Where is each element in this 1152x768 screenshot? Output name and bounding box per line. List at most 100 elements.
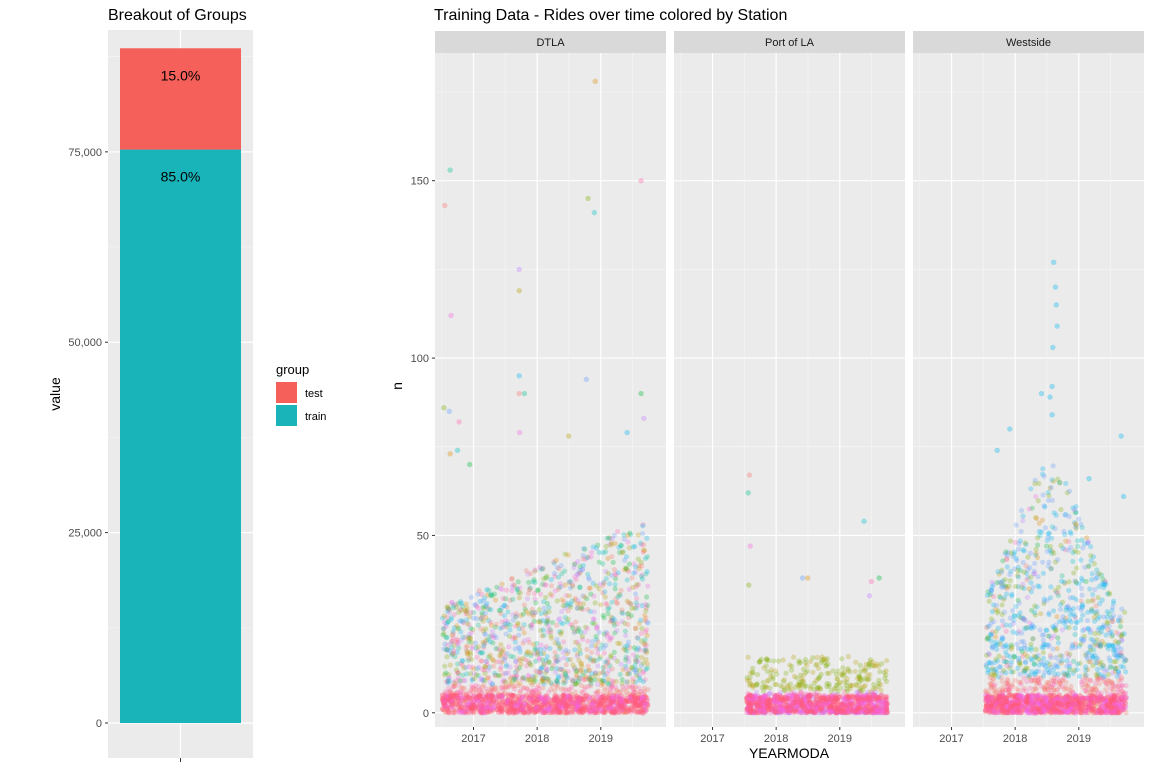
scatter-point [528, 696, 534, 702]
scatter-point [1075, 543, 1081, 550]
scatter-point [497, 701, 504, 708]
scatter-point [531, 618, 537, 624]
scatter-point [1062, 618, 1068, 624]
scatter-point [1107, 658, 1113, 664]
legend-label-test: test [305, 388, 323, 400]
scatter-point [877, 695, 884, 701]
scatter-point [557, 695, 563, 701]
scatter-point [1042, 662, 1048, 668]
scatter-point [616, 694, 622, 700]
scatter-point [543, 643, 550, 650]
scatter-point [578, 689, 585, 695]
scatter-point [644, 665, 650, 671]
scatter-point [1066, 587, 1072, 593]
scatter-point [520, 675, 526, 681]
scatter-point [605, 657, 611, 663]
scatter-point [884, 657, 890, 664]
scatter-point [577, 694, 584, 700]
scatter-point [452, 680, 458, 686]
scatter-point [515, 589, 522, 596]
scatter-point [510, 705, 516, 711]
scatter-point [763, 692, 769, 699]
scatter-point [492, 670, 498, 676]
scatter-point [484, 701, 491, 707]
scatter-point [466, 631, 472, 638]
scatter-point [615, 705, 621, 711]
scatter-point [545, 678, 551, 684]
scatter-point [609, 572, 615, 579]
scatter-point [473, 687, 480, 693]
scatter-point [525, 571, 531, 577]
scatter-point [488, 592, 494, 599]
scatter-point [516, 665, 523, 671]
scatter-point-outlier [876, 575, 882, 581]
scatter-point [879, 661, 885, 667]
scatter-point [539, 664, 545, 670]
scatter-point [472, 602, 478, 608]
scatter-point [640, 668, 646, 675]
scatter-point [1032, 477, 1038, 483]
scatter-point [526, 611, 532, 617]
scatter-point [574, 625, 580, 631]
scatter-point [510, 678, 516, 684]
facet-panel-background [674, 53, 905, 727]
scatter-point [574, 605, 581, 611]
scatter-point [554, 710, 561, 716]
scatter-point [487, 652, 493, 658]
scatter-point [589, 701, 596, 708]
scatter-point [630, 584, 636, 590]
scatter-point [622, 567, 628, 573]
scatter-point [504, 691, 511, 697]
scatter-point [574, 651, 581, 657]
facet-strip-label: Port of LA [765, 37, 815, 49]
scatter-point [636, 672, 643, 678]
scatter-point [483, 602, 490, 609]
scatter-point [528, 610, 535, 616]
scatter-point [458, 709, 464, 716]
scatter-point [990, 602, 997, 608]
scatter-point [559, 699, 566, 706]
scatter-point [1038, 611, 1044, 617]
scatter-point [1059, 573, 1065, 579]
scatter-point [794, 703, 801, 710]
scatter-point [480, 604, 486, 610]
scatter-point [517, 649, 523, 655]
scatter-point [593, 633, 599, 640]
scatter-point [631, 667, 637, 673]
scatter-point [1057, 606, 1064, 612]
scatter-point [497, 653, 503, 659]
scatter-point [567, 691, 573, 697]
scatter-point [643, 645, 649, 652]
scatter-point [554, 701, 560, 707]
scatter-point [599, 669, 606, 675]
scatter-point [616, 689, 622, 695]
scatter-point [485, 699, 491, 706]
scatter-point [494, 584, 500, 590]
scatter-point [542, 700, 548, 706]
scatter-point [562, 690, 568, 697]
scatter-point [529, 689, 535, 695]
scatter-point [525, 710, 531, 716]
scatter-point [640, 707, 646, 713]
scatter-point [773, 681, 779, 688]
scatter-point [531, 590, 538, 596]
scatter-point [526, 706, 533, 712]
scatter-point [464, 648, 470, 654]
scatter-point [537, 666, 544, 672]
scatter-point [1070, 643, 1076, 649]
scatter-point [586, 676, 592, 682]
scatter-point [453, 605, 459, 611]
scatter-point [524, 596, 530, 602]
scatter-point [476, 697, 483, 703]
scatter-point [501, 603, 507, 609]
scatter-point [444, 654, 450, 660]
scatter-point [582, 686, 588, 692]
scatter-point [631, 695, 638, 701]
scatter-point [518, 704, 524, 710]
scatter-point [1046, 559, 1052, 565]
scatter-point [567, 604, 574, 610]
scatter-point [588, 643, 595, 649]
scatter-point [486, 587, 492, 593]
scatter-point [1076, 516, 1082, 522]
scatter-point [468, 702, 474, 708]
